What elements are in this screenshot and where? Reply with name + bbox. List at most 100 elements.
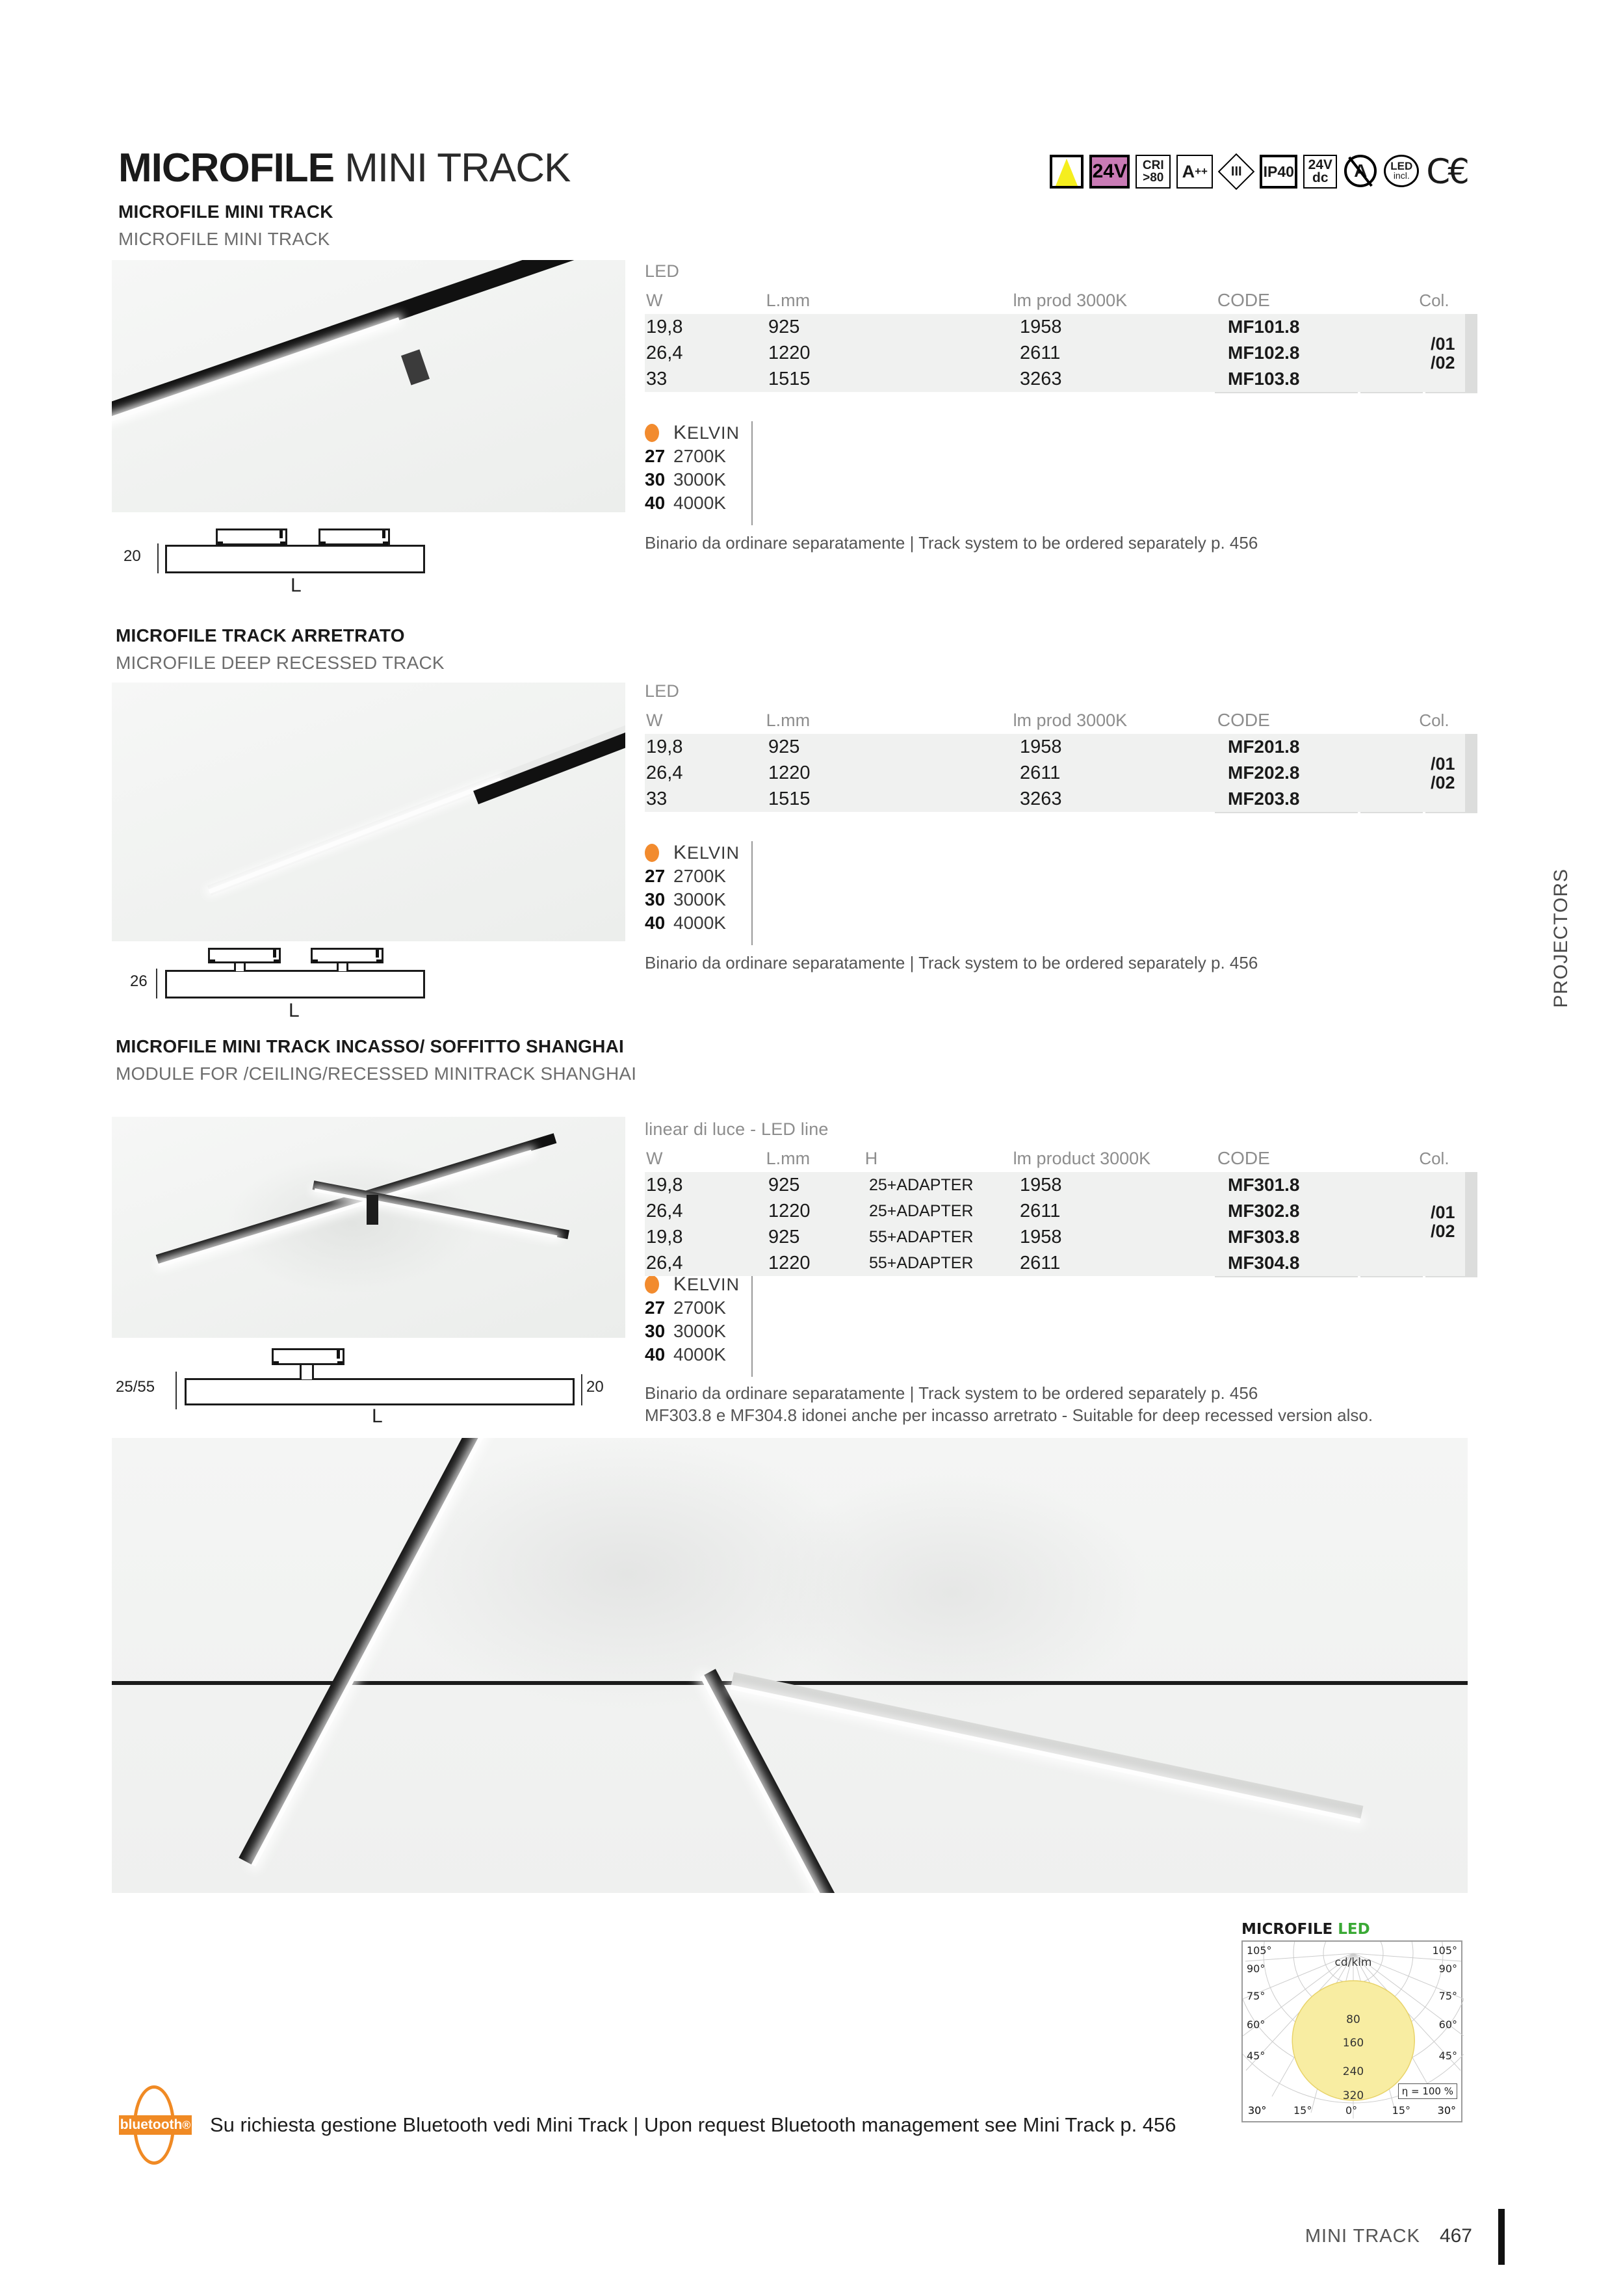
hero-product-image [112,1438,1468,1893]
hero-ceiling-track [112,1681,1468,1685]
col-head-lm-2: lm prod 3000K [1013,710,1128,730]
cell-lm: 1958 [1020,1226,1062,1247]
section-heading-en-2: MICROFILE DEEP RECESSED TRACK [116,653,445,673]
cell-l: 1220 [768,1252,811,1273]
title-brand: MICROFILE [118,146,335,190]
drawing-dim-left-2: 26 [130,972,148,990]
color-code-02-2: /02 [1431,773,1455,793]
cri-icon: CRI >80 [1136,155,1171,189]
cell-w: 26,4 [646,342,683,363]
polar-angle-left-60: 60° [1247,2018,1266,2031]
polar-title-led: LED [1338,1921,1370,1938]
col-head-w-1: W [646,290,663,310]
kelvin-code: 30 [645,889,666,909]
bluetooth-logo-sup: ® [182,2118,191,2132]
cell-w: 26,4 [646,1252,683,1273]
class-iii-icon: III [1217,153,1255,190]
cell-w: 19,8 [646,1226,683,1247]
table-body-1: /01 /02 19,8 925 1958 MF101.8 26,4 1220 … [645,314,1477,393]
polar-angle-bottom-0: 0° [1345,2104,1358,2117]
ce-mark-icon: C€ [1426,151,1470,192]
cell-w: 33 [646,788,668,809]
product-photo-3 [112,1117,625,1338]
color-codes-1: /01 /02 [1431,334,1455,373]
energy-class-icon: A ++ [1176,155,1214,189]
cell-l: 925 [768,1174,800,1195]
kelvin-dot-legend-3 [645,1275,659,1294]
spec-icon-strip: 24V CRI >80 A++ III IP40 24V dc A [1050,151,1470,192]
cell-code: MF301.8 [1228,1175,1300,1195]
drawing-dim-left-3: 25/55 [116,1378,155,1396]
col-head-col-3: Col. [1419,1148,1449,1168]
color-codes-3: /01 /02 [1431,1203,1455,1241]
table-note-3b: MF303.8 e MF304.8 idonei anche per incas… [645,1405,1373,1425]
cell-code: MF103.8 [1228,369,1300,389]
cell-lm: 2611 [1020,1252,1061,1273]
polar-angle-right-30: 30° [1437,2104,1456,2117]
kelvin-row: 30 3000K [645,888,740,911]
kelvin-code: 40 [645,493,666,513]
product-photo-1 [112,260,625,512]
cell-l: 1515 [768,788,811,809]
col-head-code-2: CODE [1217,710,1270,730]
kelvin-value: 2700K [673,866,726,886]
table-header-row-3: W L.mm H lm product 3000K CODE Col. [645,1145,1465,1172]
kelvin-code: 27 [645,866,666,886]
table-row: 26,4 1220 55+ADAPTER 2611 MF304.8 [645,1250,1465,1276]
section-tab-label: PROJECTORS [1550,868,1572,1008]
photometric-diagram: MICROFILE LED [1203,1803,1503,2122]
bluetooth-logo-text: bluetooth [120,2117,183,2132]
cell-lm: 2611 [1020,762,1061,783]
voltage-24v-dc-icon: 24V dc [1303,155,1338,189]
polar-efficiency-badge: η = 100 % [1397,2083,1457,2099]
kelvin-code: 27 [645,1298,666,1318]
polar-angle-right-75: 75° [1438,1990,1457,2002]
polar-tick-160: 160 [1342,2037,1364,2050]
polar-angle-right-60: 60° [1438,2018,1457,2031]
polar-angle-bottom-15l: 15° [1293,2104,1312,2117]
cell-code: MF304.8 [1228,1253,1300,1273]
product-table-3: linear di luce - LED line W L.mm H lm pr… [645,1119,1477,1277]
polar-angle-left-90: 90° [1247,1963,1266,1975]
cell-lm: 1958 [1020,736,1062,757]
cri-label-top: CRI [1142,159,1164,172]
kelvin-row: 27 2700K [645,445,740,468]
dc-label-top: 24V [1308,157,1332,173]
ip-rating-icon: IP40 [1260,155,1298,189]
cell-code: MF101.8 [1228,317,1300,337]
table-note-1: Binario da ordinare separatamente | Trac… [645,533,1258,553]
cell-h: 55+ADAPTER [869,1227,974,1246]
ce-mark-label: C€ [1426,151,1470,192]
polar-tick-240: 240 [1342,2065,1364,2078]
cell-l: 925 [768,736,800,757]
cell-code: MF201.8 [1228,737,1300,757]
section-heading-it-2: MICROFILE TRACK ARRETRATO [116,625,405,646]
cell-l: 1220 [768,762,811,783]
col-head-w-2: W [646,710,663,730]
table-note-3: Binario da ordinare separatamente | Trac… [645,1383,1258,1403]
cell-h: 25+ADAPTER [869,1201,974,1220]
polar-angle-left-75: 75° [1247,1990,1266,2002]
col-head-code-1: CODE [1217,290,1270,310]
kelvin-row: 40 4000K [645,1343,740,1366]
technical-drawing-2: 26 L [112,941,625,1021]
color-code-02-1: /02 [1431,353,1455,373]
cell-w: 19,8 [646,316,683,337]
page-subtitle-en: MICROFILE MINI TRACK [118,229,330,249]
color-code-02-3: /02 [1431,1221,1455,1242]
voltage-24v-icon: 24V [1089,155,1130,189]
kelvin-code: 40 [645,913,666,933]
footer-page-number: 467 [1439,2225,1472,2247]
kelvin-value: 4000K [673,1344,726,1364]
polar-unit-label: cd/klm [1334,1956,1372,1969]
kelvin-code: 30 [645,1321,666,1341]
kelvin-legend-title-row-1: KELVIN [645,421,740,445]
cell-code: MF303.8 [1228,1227,1300,1247]
footer-tick-mark [1498,2209,1505,2265]
kelvin-code: 30 [645,469,666,489]
cell-l: 925 [768,316,800,337]
polar-title-brand: MICROFILE [1241,1921,1333,1938]
polar-angle-bottom-30r: 30° [1437,2104,1456,2117]
color-code-01-3: /01 [1431,1203,1455,1222]
cell-h: 25+ADAPTER [869,1175,974,1194]
